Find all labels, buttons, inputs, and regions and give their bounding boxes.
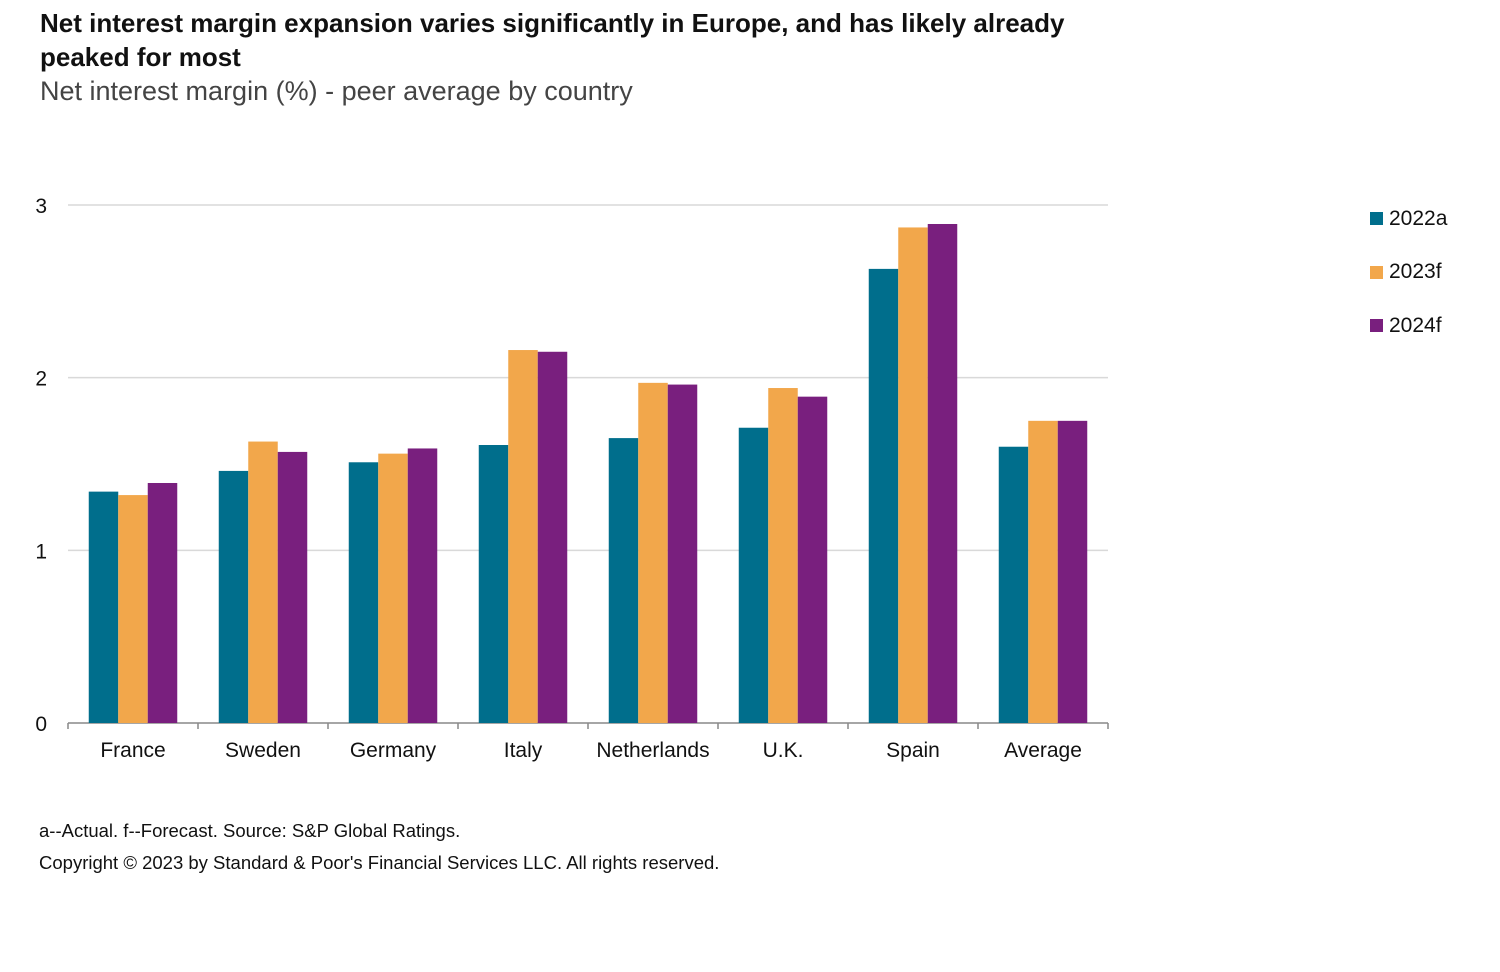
legend-swatch-2024f — [1370, 319, 1383, 333]
y-tick-label-2: 2 — [35, 368, 47, 391]
bar-sweden-2023f — [248, 441, 278, 723]
x-tick-label-average: Average — [1004, 739, 1082, 762]
x-tick-label-france: France — [100, 739, 165, 762]
bar-sweden-2024f — [277, 451, 308, 723]
bar-netherlands-2024f — [667, 384, 698, 723]
bar-netherlands-2022a — [608, 438, 639, 723]
bar-u-k-2022a — [738, 427, 769, 723]
chart-subtitle: Net interest margin (%) - peer average b… — [40, 76, 633, 106]
bar-netherlands-2023f — [638, 382, 668, 723]
x-tick-label-netherlands: Netherlands — [596, 739, 709, 762]
bar-italy-2022a — [478, 445, 509, 723]
legend-swatch-2022a — [1370, 212, 1383, 226]
x-tick-label-spain: Spain — [886, 739, 940, 762]
bar-france-2023f — [118, 495, 148, 723]
legend-label-2022a: 2022a — [1389, 206, 1448, 230]
footnote: a--Actual. f--Forecast. Source: S&P Glob… — [39, 815, 719, 879]
bar-italy-2023f — [508, 350, 538, 723]
legend-item-2022a: 2022a — [1370, 192, 1447, 246]
bar-france-2024f — [147, 482, 178, 723]
legend-swatch-2023f — [1370, 265, 1383, 279]
bar-germany-2022a — [348, 462, 379, 723]
copyright-note: Copyright © 2023 by Standard & Poor's Fi… — [39, 852, 720, 873]
bar-germany-2023f — [378, 453, 408, 723]
chart-legend: 2022a 2023f 2024f — [1370, 192, 1447, 353]
y-tick-label-1: 1 — [35, 540, 47, 563]
bar-average-2024f — [1057, 420, 1088, 723]
bar-spain-2024f — [927, 223, 958, 723]
bar-sweden-2022a — [218, 470, 249, 723]
x-tick-label-germany: Germany — [350, 739, 437, 762]
bar-average-2023f — [1028, 420, 1058, 723]
chart-title: Net interest margin expansion varies sig… — [40, 8, 1065, 72]
bar-average-2022a — [998, 446, 1029, 723]
bar-france-2022a — [88, 491, 119, 723]
x-tick-label-sweden: Sweden — [225, 739, 301, 762]
bar-spain-2023f — [898, 227, 928, 724]
x-tick-label-u-k: U.K. — [763, 739, 804, 762]
legend-label-2024f: 2024f — [1389, 313, 1442, 337]
bar-italy-2024f — [537, 351, 568, 723]
y-tick-label-0: 0 — [35, 713, 47, 736]
bar-u-k-2023f — [768, 388, 798, 723]
legend-item-2023f: 2023f — [1370, 246, 1447, 300]
bar-u-k-2024f — [797, 396, 828, 723]
y-tick-label-3: 3 — [35, 195, 47, 218]
x-tick-label-italy: Italy — [504, 739, 543, 762]
bar-spain-2022a — [868, 268, 899, 723]
legend-item-2024f: 2024f — [1370, 299, 1447, 353]
bar-germany-2024f — [407, 448, 438, 723]
source-note: a--Actual. f--Forecast. Source: S&P Glob… — [39, 820, 461, 841]
legend-label-2023f: 2023f — [1389, 260, 1442, 284]
